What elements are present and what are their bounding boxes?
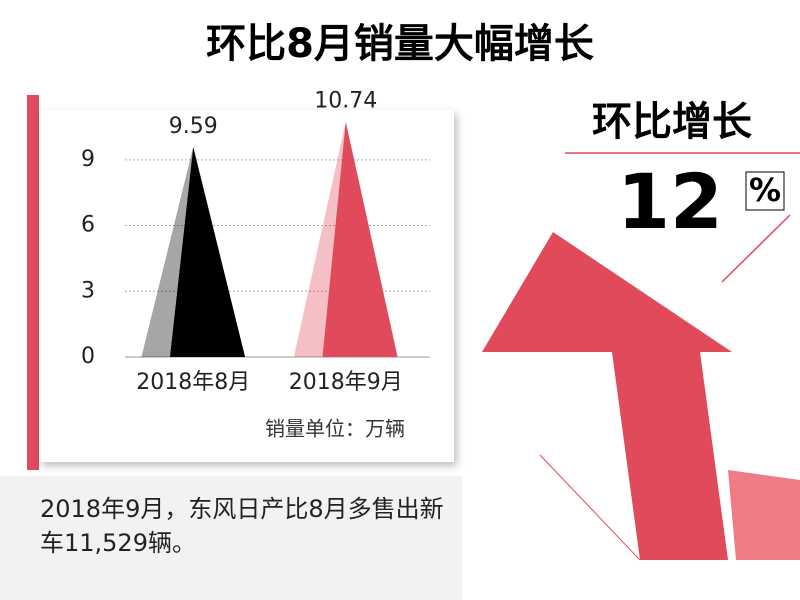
chart-title: 环比8月销量大幅增长 [206,21,594,67]
x-tick-label: 2018年8月 [136,370,250,395]
accent-bar [27,95,39,470]
footnote-text: 2018年9月，东风日产比8月多售出新车11,529辆。 [40,495,444,557]
growth-value: 12 [617,157,723,246]
growth-label: 环比增长 [592,99,752,145]
y-tick-label: 9 [81,147,95,172]
plot: 0 3 6 9 2018年8月 9.59 2018年9月 10.74 [81,89,430,395]
x-tick-label: 2018年9月 [289,370,403,395]
footnote: 2018年9月，东风日产比8月多售出新车11,529辆。 [40,495,444,557]
arrow-tail [728,470,800,560]
value-label: 10.74 [314,89,377,114]
unit-box [745,171,785,211]
deco-line [539,454,641,561]
pyramid-back [293,121,346,357]
unit-note: 销量单位：万辆 [265,417,405,441]
pyramid [322,121,398,357]
footnote-box [0,476,462,600]
y-tick-label: 6 [81,213,95,238]
deco-line [721,214,791,283]
y-tick-label: 3 [81,278,95,303]
chart-panel [39,110,454,462]
y-tick-label: 0 [81,344,95,369]
pyramid-back [141,146,194,357]
value-label: 9.59 [169,114,218,139]
growth-unit: % [749,171,781,209]
arrow [482,232,732,560]
pyramid [169,146,246,357]
